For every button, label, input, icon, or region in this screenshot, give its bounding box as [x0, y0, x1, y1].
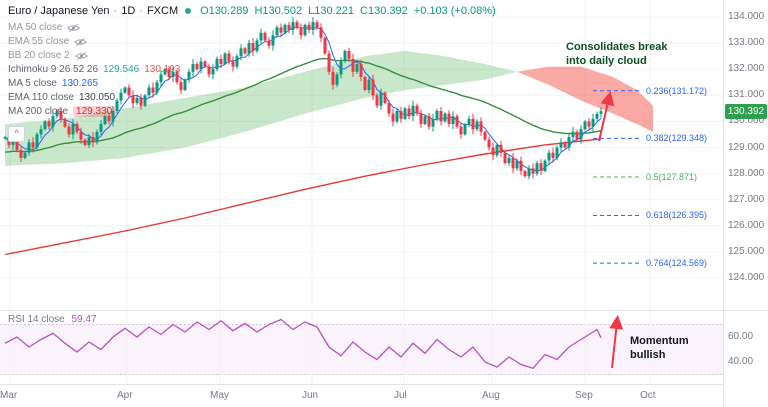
price-axis-label: 127.000	[728, 194, 765, 205]
indicator-row-ema110[interactable]: EMA 110 close 130.050	[8, 91, 496, 104]
time-axis-label: Oct	[640, 390, 656, 401]
momentum-arrow	[609, 315, 624, 369]
indicator-row-ma5[interactable]: MA 5 close 130.265	[8, 77, 496, 90]
indicator-value: 129.546	[103, 64, 140, 75]
time-axis[interactable]: Mar Apr May Jun Jul Aug Sep Oct	[0, 384, 768, 407]
rsi-legend[interactable]: RSI 14 close 59.47	[8, 314, 97, 325]
rsi-value: 59.47	[71, 314, 97, 325]
symbol-name[interactable]: Euro / Japanese Yen	[8, 5, 110, 17]
low-value: L130.221	[308, 5, 355, 17]
time-axis-label: Apr	[117, 390, 133, 401]
visibility-off-icon[interactable]	[67, 23, 81, 33]
time-axis-label: Sep	[575, 390, 593, 401]
symbol-header[interactable]: Euro / Japanese Yen · 1D · FXCM O130.289…	[8, 5, 496, 17]
annotation-cloud-note: Consolidates break into daily cloud	[566, 40, 667, 69]
time-axis-label: Aug	[482, 390, 500, 401]
visibility-off-icon[interactable]	[74, 51, 88, 61]
price-pane[interactable]	[0, 0, 723, 310]
indicator-label: EMA 55 close	[8, 36, 70, 47]
breakout-arrow	[598, 91, 615, 142]
rsi-line	[4, 318, 602, 370]
time-axis-label: Jun	[302, 390, 319, 401]
indicator-row[interactable]: EMA 55 close	[8, 35, 496, 48]
chart-area[interactable]: Euro / Japanese Yen · 1D · FXCM O130.289…	[0, 0, 723, 384]
indicator-value: 130.050	[78, 92, 116, 103]
open-value: O130.289	[200, 5, 249, 17]
indicator-value-highlighted: 129.330	[73, 106, 116, 117]
annotation-text: Momentum	[630, 335, 689, 347]
price-axis-label: 133.000	[728, 37, 765, 48]
annotation-momentum-note: Momentum bullish	[630, 334, 689, 363]
close-value: C130.392	[360, 5, 408, 17]
legend-collapse-button[interactable]: ^	[8, 126, 25, 142]
last-price-badge: 130.392	[725, 104, 767, 119]
indicator-row-ichimoku[interactable]: Ichimoku 9 26 52 26 129.546 130.193	[8, 63, 496, 76]
fib-level-label[interactable]: 0.764(124.569)	[646, 258, 708, 268]
ichimoku-cloud	[517, 66, 653, 132]
annotation-text: bullish	[630, 349, 666, 362]
separator-dot: ·	[139, 5, 143, 17]
time-axis-label: May	[210, 390, 229, 401]
indicator-label: Ichimoku 9 26 52 26	[8, 64, 99, 75]
market-status-dot	[185, 8, 192, 14]
hidden-indicator-list: MA 50 close EMA 55 close BB 20 close 2	[8, 21, 496, 62]
rsi-axis-label: 60.00	[728, 331, 754, 342]
timeframe[interactable]: 1D	[121, 5, 136, 17]
legend: Euro / Japanese Yen · 1D · FXCM O130.289…	[8, 5, 496, 142]
indicator-label: MA 5 close	[8, 78, 57, 89]
indicator-value: 130.265	[61, 78, 99, 89]
annotation-text: into daily cloud	[566, 55, 647, 68]
visibility-off-icon[interactable]	[74, 37, 88, 47]
indicator-label: MA 200 close	[8, 106, 69, 117]
price-axis-label: 130.000	[728, 115, 765, 126]
indicator-row[interactable]: BB 20 close 2	[8, 49, 496, 62]
ma200-line	[4, 138, 602, 256]
indicator-row[interactable]: MA 50 close	[8, 21, 496, 34]
price-axis[interactable]: 134.000 133.000 132.000 131.000 130.000 129.0…	[723, 0, 768, 407]
candles-layer	[3, 17, 603, 180]
price-grid	[0, 0, 723, 310]
change-value: +0.103 (+0.08%)	[413, 5, 496, 17]
fib-level-label[interactable]: 0.236(131.172)	[646, 86, 708, 96]
rsi-axis-label: 40.00	[728, 356, 754, 367]
fib-level-label[interactable]: 0.618(126.395)	[646, 210, 708, 220]
annotation-text: Consolidates break	[566, 41, 668, 53]
price-axis-label: 128.000	[728, 168, 765, 179]
rsi-label: RSI 14 close	[8, 314, 65, 325]
indicator-value: 130.193	[144, 64, 181, 75]
ichimoku-cloud	[5, 50, 517, 166]
price-axis-label: 126.000	[728, 220, 765, 231]
price-axis-label: 132.000	[728, 63, 765, 74]
time-axis-label: Jul	[394, 390, 407, 401]
fib-level-label[interactable]: 0.5(127.871)	[646, 172, 698, 182]
price-axis-label: 125.000	[728, 246, 765, 257]
indicator-label: EMA 110 close	[8, 92, 74, 103]
indicator-label: BB 20 close 2	[8, 50, 70, 61]
separator-dot: ·	[113, 5, 118, 17]
time-axis-label: Mar	[0, 390, 18, 401]
ema-line	[4, 57, 602, 153]
pane-separator[interactable]	[0, 310, 768, 311]
fib-level-label[interactable]: 0.382(129.348)	[646, 133, 708, 143]
rsi-pane[interactable]	[0, 311, 723, 384]
price-axis-label: 129.000	[728, 142, 765, 153]
price-axis-label: 134.000	[728, 11, 765, 22]
indicator-label: MA 50 close	[8, 22, 63, 33]
high-value: H130.502	[254, 5, 303, 17]
exchange: FXCM	[146, 5, 179, 17]
price-axis-label: 131.000	[728, 89, 765, 100]
indicator-row-ma200[interactable]: MA 200 close 129.330	[8, 105, 496, 118]
price-axis-label: 124.000	[728, 272, 765, 283]
